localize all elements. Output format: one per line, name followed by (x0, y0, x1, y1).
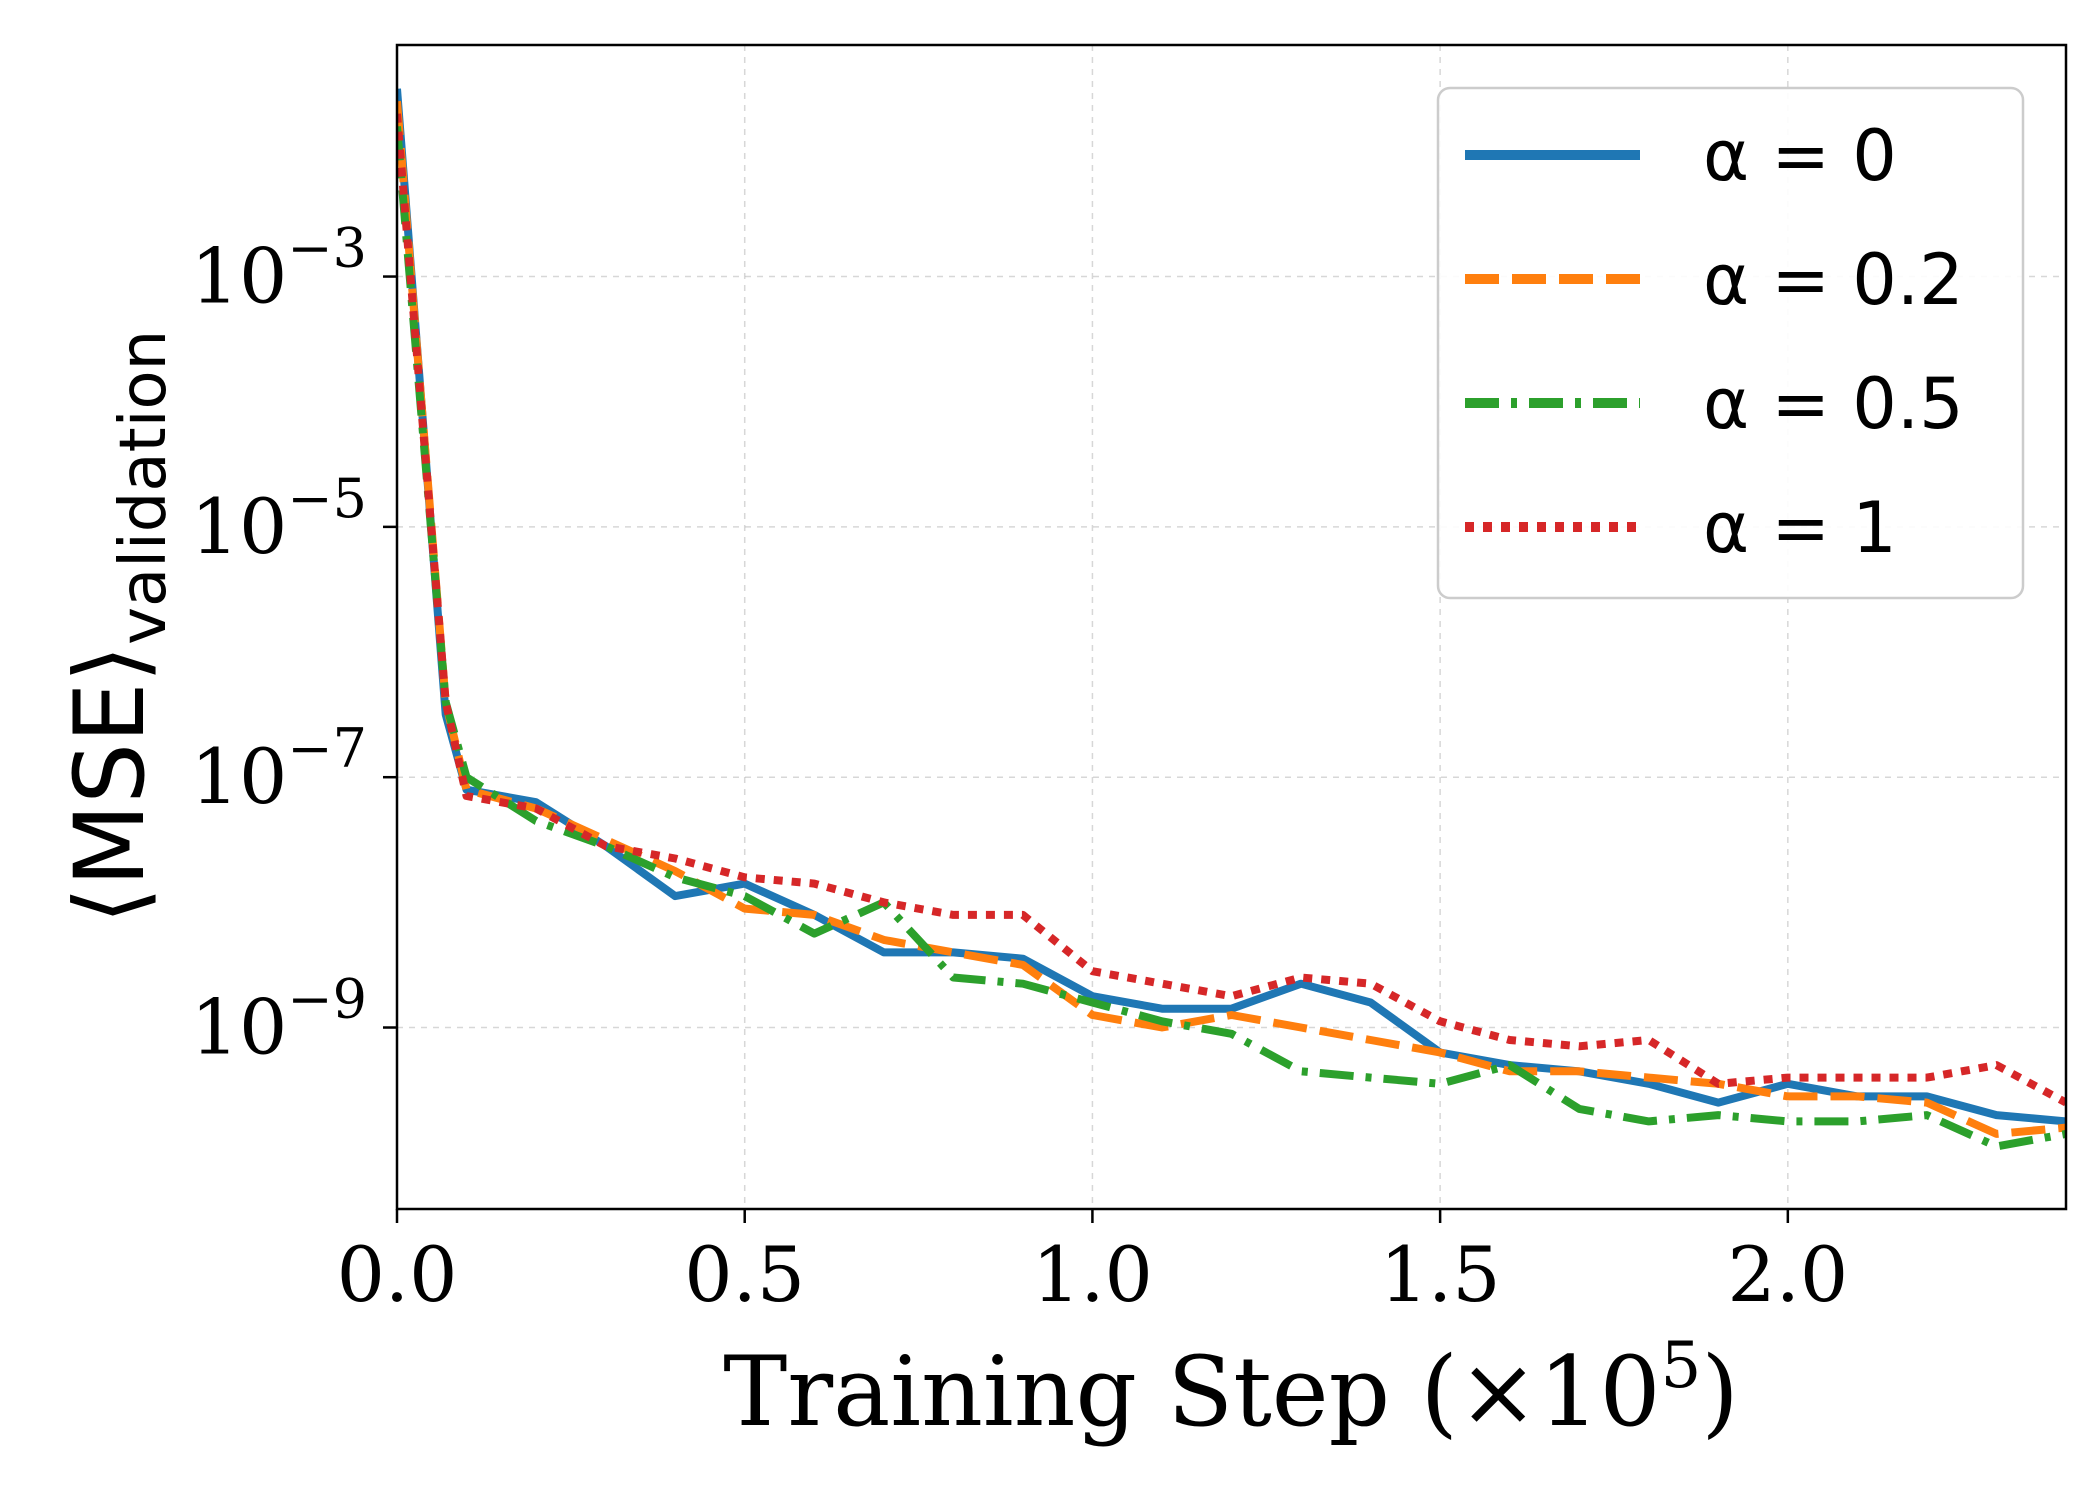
y-tick-label: 10−3 (191, 217, 367, 321)
y-tick-base: 10 (191, 983, 288, 1072)
x-tick-label: 0.5 (684, 1230, 805, 1319)
x-axis-title-exp: 5 (1661, 1329, 1702, 1403)
series-line-1 (397, 88, 2066, 1126)
y-axis-title-sub: validation (107, 330, 181, 645)
x-tick-label: 1.0 (1032, 1230, 1153, 1319)
y-tick-exponent: −7 (287, 717, 367, 780)
x-axis-title: Training Step (×105) (723, 1329, 1739, 1448)
x-tick-label: 2.0 (1727, 1230, 1848, 1319)
y-tick-base: 10 (191, 732, 288, 821)
legend: α = 0 α = 0.2 α = 0.5 α = 1 (1436, 86, 2025, 600)
y-tick-base: 10 (191, 482, 288, 571)
legend-items: α = 0 α = 0.2 α = 0.5 α = 1 (1465, 115, 1964, 569)
legend-label-3: α = 0.5 (1703, 363, 1964, 445)
legend-box (1436, 86, 2025, 600)
tick-layer: 0.0 0.5 1.0 1.5 2.010−310−510−710−9 (191, 217, 1849, 1319)
y-tick-exponent: −3 (287, 217, 367, 280)
y-axis-title: ⟨MSE⟩validation (54, 330, 181, 924)
legend-label-2: α = 0.2 (1703, 239, 1964, 321)
x-tick-label: 1.5 (1380, 1230, 1501, 1319)
plot-frame (395, 43, 2068, 1211)
y-axis-title-main: ⟨MSE⟩ (54, 645, 166, 924)
y-tick-exponent: −9 (287, 968, 367, 1031)
x-axis-title-close: ) (1701, 1336, 1738, 1448)
y-tick-label: 10−5 (191, 467, 367, 571)
axis-labels: Training Step (×105) ⟨MSE⟩validation (54, 330, 1739, 1448)
legend-label-1: α = 0 (1703, 115, 1897, 197)
legend-label-4: α = 1 (1703, 487, 1897, 569)
series-line-4 (397, 113, 2066, 1107)
series-line-3 (397, 126, 2066, 1151)
y-tick-label: 10−9 (191, 968, 367, 1072)
y-tick-exponent: −5 (287, 467, 367, 530)
x-axis-title-main: Training Step (×10 (723, 1336, 1660, 1448)
y-tick-label: 10−7 (191, 717, 367, 821)
x-tick-label: 0.0 (337, 1230, 458, 1319)
series-layer (397, 88, 2066, 1151)
y-tick-base: 10 (191, 232, 288, 321)
